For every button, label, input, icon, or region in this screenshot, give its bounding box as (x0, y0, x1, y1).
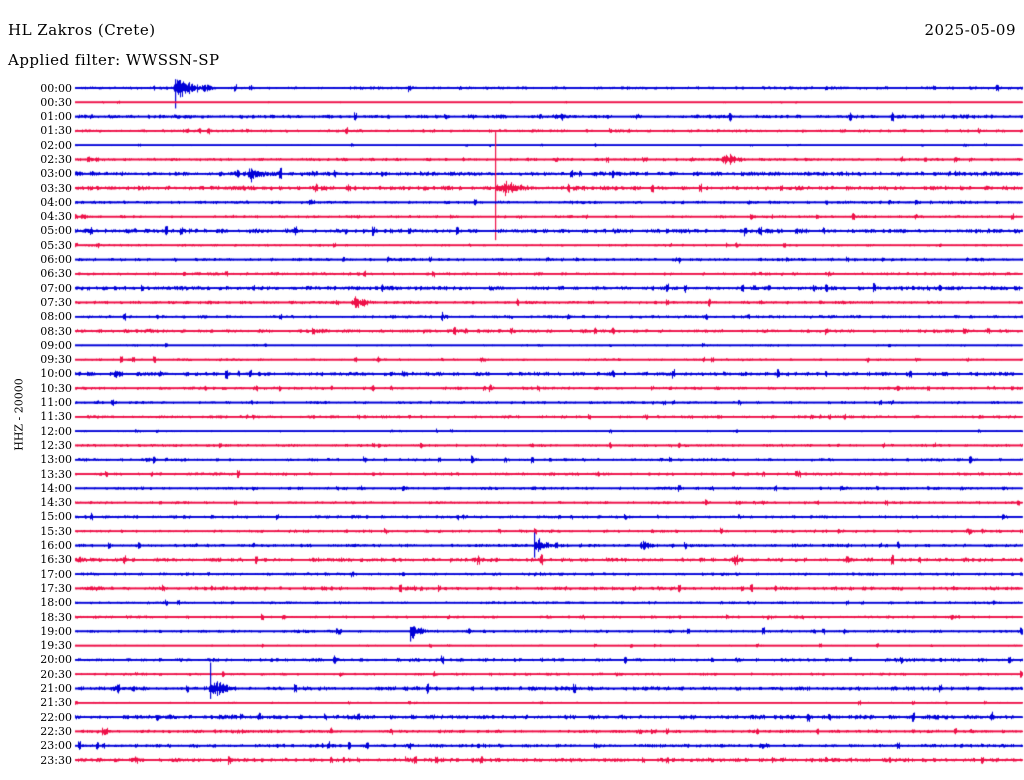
row-time-label: 12:00 (40, 424, 72, 438)
row-time-label: 08:00 (40, 310, 72, 324)
row-time-label: 20:00 (40, 653, 72, 667)
row-time-label: 23:00 (40, 739, 72, 753)
row-time-label: 23:30 (40, 753, 72, 767)
row-time-label: 13:30 (40, 467, 72, 481)
row-time-label: 01:00 (40, 110, 72, 124)
row-time-label: 11:00 (40, 396, 72, 410)
filter-label: Applied filter: WWSSN-SP (8, 51, 220, 69)
row-time-label: 06:30 (40, 267, 72, 281)
row-time-label: 21:00 (40, 682, 72, 696)
row-time-label: 03:30 (40, 181, 72, 195)
row-time-label: 09:00 (40, 338, 72, 352)
row-time-label: 09:30 (40, 353, 72, 367)
row-time-label: 00:30 (40, 95, 72, 109)
row-time-label: 01:30 (40, 124, 72, 138)
row-time-label: 10:00 (40, 367, 72, 381)
date-label: 2025-05-09 (924, 21, 1016, 39)
row-time-label: 13:00 (40, 453, 72, 467)
row-time-label: 08:30 (40, 324, 72, 338)
row-time-label: 12:30 (40, 438, 72, 452)
row-time-label: 15:00 (40, 510, 72, 524)
row-time-label: 00:00 (40, 81, 72, 95)
row-time-label: 03:00 (40, 167, 72, 181)
row-time-label: 22:30 (40, 724, 72, 738)
row-time-label: 19:30 (40, 639, 72, 653)
row-time-label: 18:00 (40, 596, 72, 610)
row-time-label: 15:30 (40, 524, 72, 538)
station-title: HL Zakros (Crete) (8, 21, 156, 39)
row-time-label: 10:30 (40, 381, 72, 395)
row-time-label: 05:30 (40, 238, 72, 252)
row-time-label: 17:30 (40, 581, 72, 595)
row-time-label: 07:00 (40, 281, 72, 295)
row-time-label: 16:00 (40, 539, 72, 553)
row-time-label: 20:30 (40, 667, 72, 681)
row-time-label: 22:00 (40, 710, 72, 724)
row-time-label: 04:00 (40, 195, 72, 209)
row-time-label: 14:30 (40, 496, 72, 510)
row-time-label: 02:00 (40, 138, 72, 152)
row-time-label: 17:00 (40, 567, 72, 581)
row-time-label: 14:00 (40, 481, 72, 495)
row-time-label: 19:00 (40, 624, 72, 638)
row-time-label: 06:00 (40, 253, 72, 267)
row-time-label: 04:30 (40, 210, 72, 224)
row-time-label: 21:30 (40, 696, 72, 710)
row-time-label: 11:30 (40, 410, 72, 424)
row-time-label: 18:30 (40, 610, 72, 624)
row-time-label: 16:30 (40, 553, 72, 567)
row-time-label: 07:30 (40, 295, 72, 309)
row-time-label: 05:00 (40, 224, 72, 238)
row-time-label: 02:30 (40, 152, 72, 166)
